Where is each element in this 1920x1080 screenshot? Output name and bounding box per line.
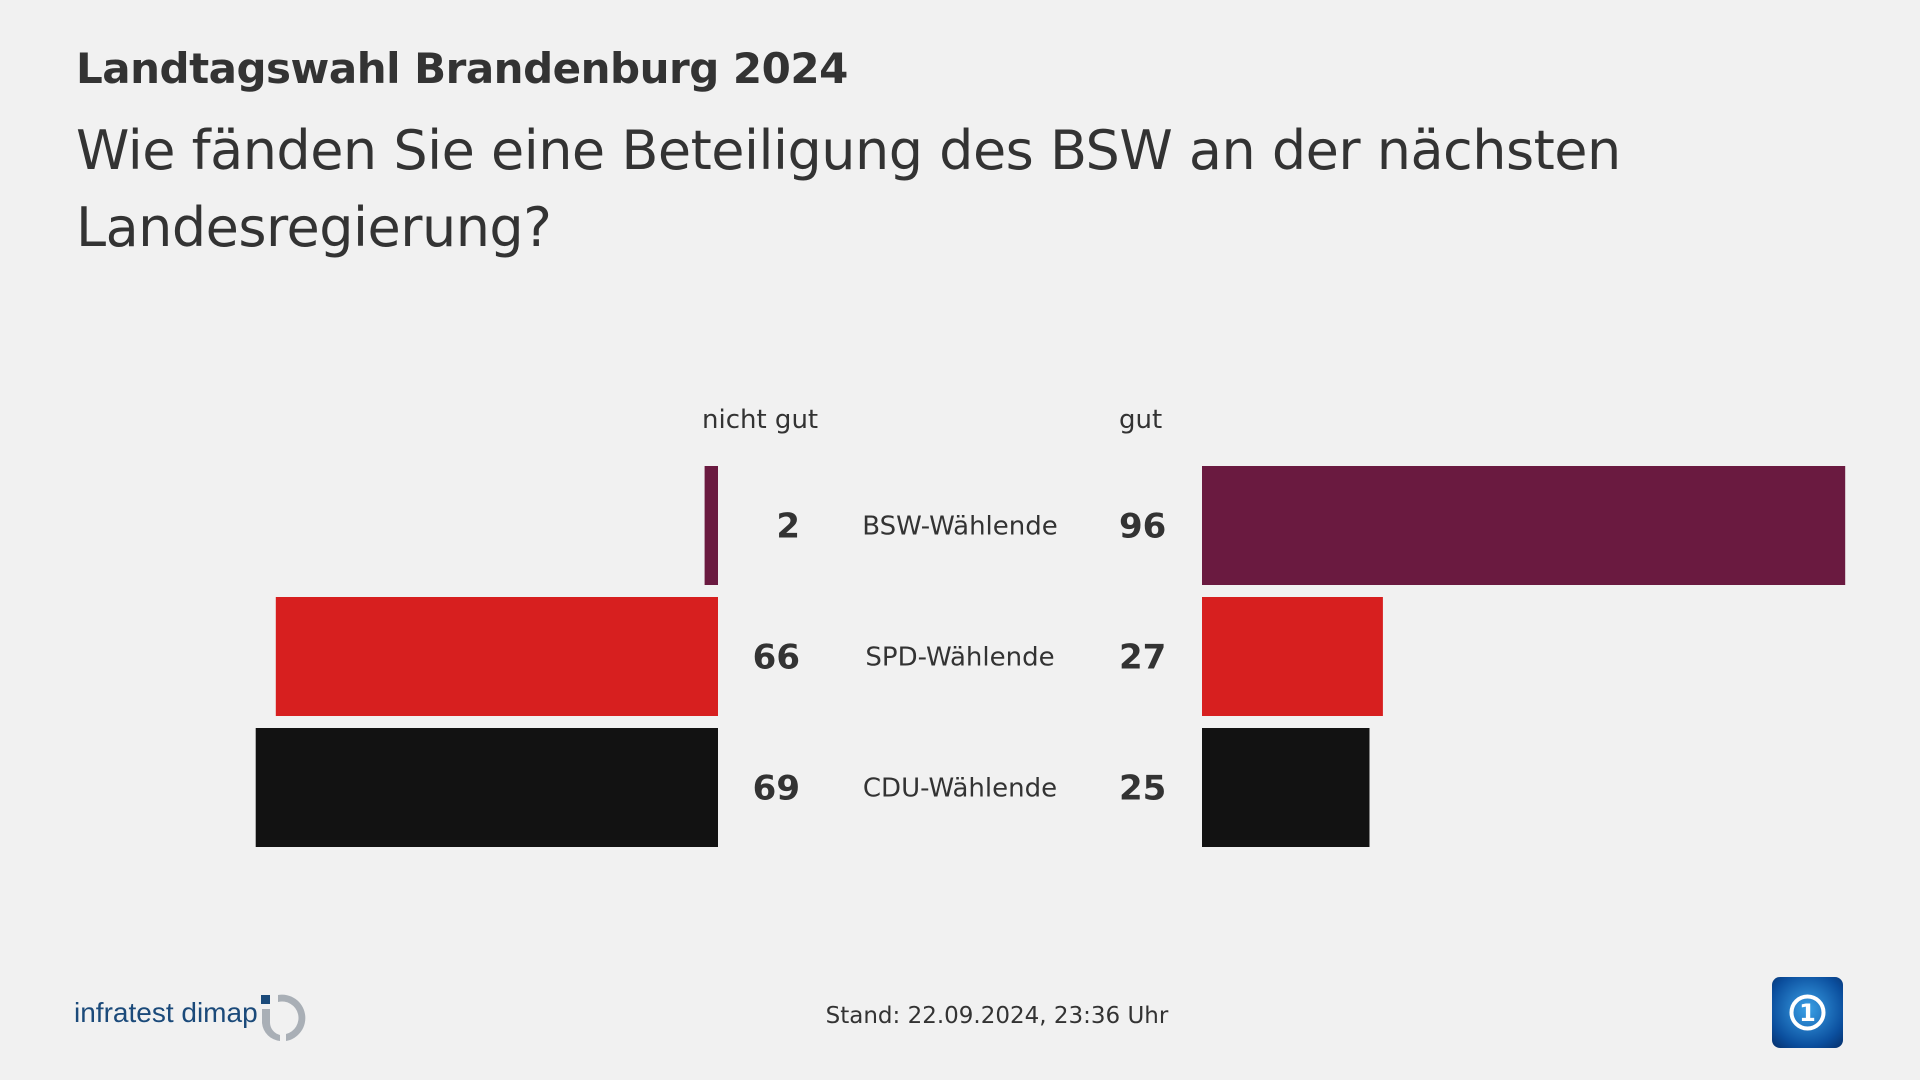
infratest-dimap-logo-icon (261, 994, 306, 1041)
category-label: SPD-Wählende (865, 643, 1054, 673)
value-gut: 25 (1119, 769, 1166, 809)
bar-gut (1202, 466, 1846, 585)
chart-subtitle: Wie fänden Sie eine Beteiligung des BSW … (76, 119, 1621, 259)
value-nicht-gut: 69 (753, 769, 800, 809)
ard-logo: 1 (1772, 977, 1843, 1048)
bar-gut (1202, 728, 1370, 847)
category-label: BSW-Wählende (862, 512, 1058, 542)
legend-gut: gut (1119, 405, 1163, 435)
value-gut: 96 (1119, 507, 1166, 547)
legend-nicht-gut: nicht gut (702, 405, 819, 435)
stand-timestamp: Stand: 22.09.2024, 23:36 Uhr (825, 1003, 1169, 1029)
bar-nicht-gut (255, 728, 718, 847)
infratest-dimap-logo: infratest dimap (74, 997, 258, 1028)
bar-nicht-gut (275, 597, 718, 716)
value-nicht-gut: 66 (753, 638, 800, 678)
svg-text:1: 1 (1799, 999, 1816, 1027)
bar-nicht-gut (704, 466, 718, 585)
bar-gut (1202, 597, 1383, 716)
category-label: CDU-Wählende (863, 774, 1057, 804)
value-nicht-gut: 2 (776, 507, 800, 547)
chart-title: Landtagswahl Brandenburg 2024 (76, 44, 848, 93)
value-gut: 27 (1119, 638, 1166, 678)
